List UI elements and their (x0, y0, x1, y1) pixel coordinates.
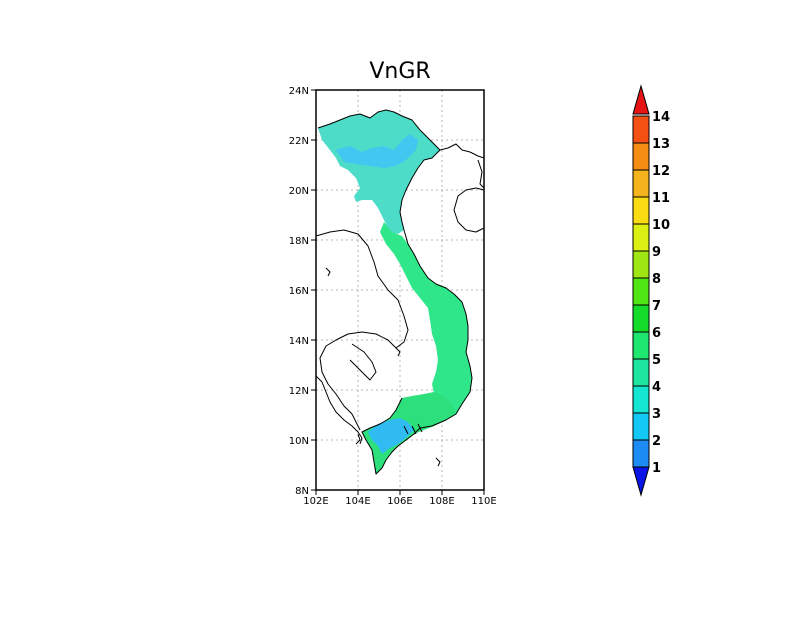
colorbar-box (632, 115, 650, 144)
x-tick-labels: 102E 104E 106E 108E 110E (303, 496, 496, 507)
coast-hainan (453, 187, 485, 233)
map-title: VnGR (369, 59, 430, 84)
x-tick-label: 104E (345, 496, 370, 507)
island-con-dao (435, 457, 441, 467)
island-phu-quoc (355, 433, 361, 445)
colorbar: 1 2 3 4 5 6 7 8 9 10 11 12 13 14 (632, 84, 670, 497)
colorbar-box (632, 196, 650, 225)
colorbar-box (632, 223, 650, 252)
y-tick-label: 18N (289, 236, 309, 247)
vietnam-field (318, 110, 472, 474)
border-laos-cambodia (315, 229, 409, 431)
coast-gulf-thailand (315, 375, 363, 445)
colorbar-labels: 1 2 3 4 5 6 7 8 9 10 11 12 13 14 (652, 110, 670, 476)
x-tick-label: 102E (303, 496, 328, 507)
y-tick-label: 24N (289, 86, 309, 97)
coast-gulf-tonkin (477, 159, 485, 189)
border-cambodia-south (349, 343, 377, 381)
colorbar-tick-label: 7 (652, 299, 661, 314)
map-panel: 102E 104E 106E 108E 110E 8N 10N 12N 14N … (289, 86, 497, 507)
colorbar-tick-label: 9 (652, 245, 661, 260)
colorbar-box (632, 169, 650, 198)
y-tick-label: 8N (295, 486, 309, 497)
colorbar-tick-label: 5 (652, 353, 661, 368)
colorbar-box (632, 385, 650, 414)
colorbar-tick-label: 11 (652, 191, 670, 206)
y-tick-label: 14N (289, 336, 309, 347)
x-tick-label: 108E (429, 496, 454, 507)
colorbar-boxes (632, 115, 650, 468)
colorbar-box (632, 250, 650, 279)
colorbar-box (632, 412, 650, 441)
colorbar-tick-label: 8 (652, 272, 661, 287)
y-tick-labels: 8N 10N 12N 14N 16N 18N 20N 22N 24N (289, 86, 309, 497)
x-tick-label: 106E (387, 496, 412, 507)
colorbar-box (632, 358, 650, 387)
colorbar-box (632, 439, 650, 468)
colorbar-tick-label: 4 (652, 380, 661, 395)
colorbar-tick-label: 6 (652, 326, 661, 341)
colorbar-low-arrow (632, 466, 650, 497)
colorbar-box (632, 142, 650, 171)
coast-china (439, 143, 485, 159)
island-small-2 (325, 267, 331, 277)
colorbar-tick-label: 3 (652, 407, 661, 422)
colorbar-tick-label: 2 (652, 434, 661, 449)
coastlines (315, 109, 485, 475)
colorbar-tick-label: 1 (652, 461, 661, 476)
y-tick-label: 10N (289, 436, 309, 447)
colorbar-high-arrow (632, 84, 650, 115)
colorbar-tick-label: 14 (652, 110, 670, 125)
y-tick-label: 16N (289, 286, 309, 297)
coast-mekong-delta-lines (403, 423, 423, 435)
coast-north-vietnam (317, 109, 473, 475)
field-north-blue-patch (336, 134, 418, 168)
field-mekong-blue-patch (368, 418, 414, 454)
colorbar-box (632, 304, 650, 333)
field-north (318, 110, 440, 234)
island-small-1 (395, 347, 401, 357)
y-tick-label: 20N (289, 186, 309, 197)
y-tick-label: 12N (289, 386, 309, 397)
colorbar-tick-label: 10 (652, 218, 670, 233)
colorbar-box (632, 277, 650, 306)
colorbar-box (632, 331, 650, 360)
x-tick-label: 110E (471, 496, 496, 507)
colorbar-tick-label: 12 (652, 164, 670, 179)
tick-marks (311, 89, 485, 495)
colorbar-tick-label: 13 (652, 137, 670, 152)
field-central (380, 222, 472, 428)
y-tick-label: 22N (289, 136, 309, 147)
